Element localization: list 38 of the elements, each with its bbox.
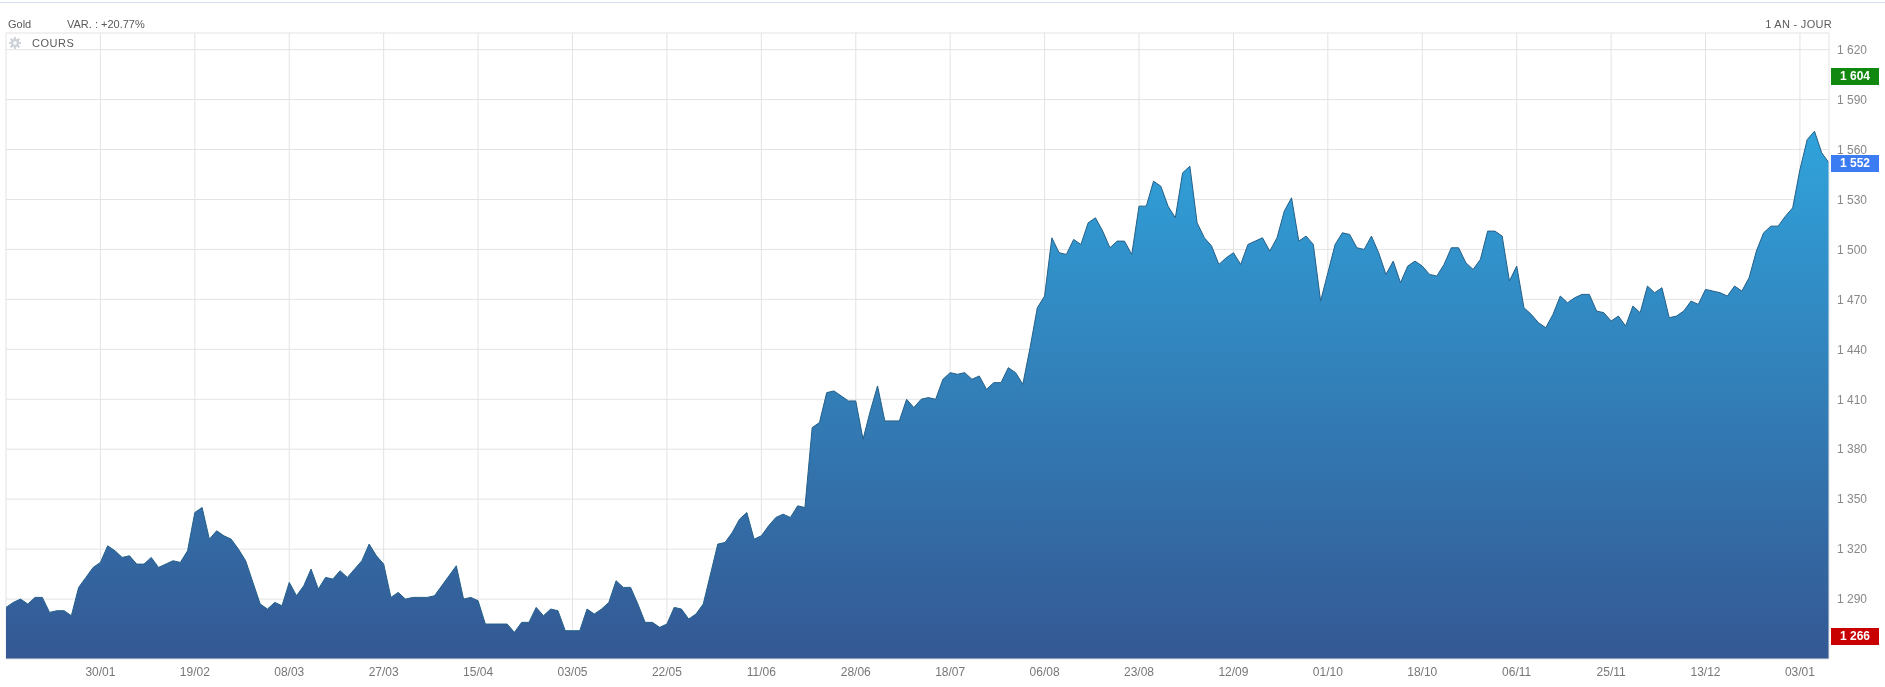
y-tick-label: 1 380 — [1837, 442, 1868, 457]
x-tick-label: 03/01 — [1784, 664, 1816, 679]
y-tick-label: 1 440 — [1837, 342, 1868, 357]
x-tick-label: 15/04 — [463, 664, 494, 679]
chart-subtitle: VAR. : +20.77% — [67, 17, 145, 31]
x-tick-label: 22/05 — [651, 664, 683, 679]
x-tick-label: 18/10 — [1407, 664, 1438, 679]
x-tick-label: 06/08 — [1029, 664, 1060, 679]
x-tick-label: 11/06 — [746, 664, 777, 679]
y-tick-label: 1 560 — [1837, 142, 1868, 157]
x-tick-label: 01/10 — [1312, 664, 1344, 679]
y-tick-label: 1 350 — [1837, 492, 1868, 507]
y-tick-label: 1 530 — [1837, 192, 1868, 207]
x-tick-label: 12/09 — [1218, 664, 1249, 679]
y-tick-label: 1 470 — [1837, 292, 1868, 307]
y-tick-label: 1 290 — [1837, 592, 1868, 607]
x-tick-label: 28/06 — [840, 664, 872, 679]
chart-title: Gold — [8, 17, 32, 31]
text: 1 604 — [1831, 67, 1879, 85]
y-tick-label: 1 500 — [1837, 242, 1868, 257]
x-tick-label: 30/01 — [85, 664, 116, 679]
x-tick-label: 19/02 — [179, 664, 211, 679]
annotation: COURS — [32, 36, 75, 50]
x-tick-label: 06/11 — [1502, 664, 1532, 679]
x-tick-label: 13/12 — [1690, 664, 1721, 679]
text: 1 AN - JOUR — [1765, 17, 1832, 31]
x-tick-label: 18/07 — [935, 664, 966, 679]
x-tick-label: 08/03 — [274, 664, 305, 679]
y-tick-label: 1 620 — [1837, 42, 1868, 57]
y-tick-label: 1 320 — [1837, 542, 1868, 557]
x-tick-label: 03/05 — [557, 664, 588, 679]
y-tick-label: 1 410 — [1837, 392, 1868, 407]
x-tick-label: 23/08 — [1124, 664, 1155, 679]
text: 1 266 — [1831, 628, 1879, 645]
text: 1 552 — [1831, 154, 1879, 172]
y-tick-label: 1 590 — [1837, 92, 1868, 107]
x-tick-label: 25/11 — [1596, 664, 1627, 679]
x-tick-label: 27/03 — [368, 664, 400, 679]
